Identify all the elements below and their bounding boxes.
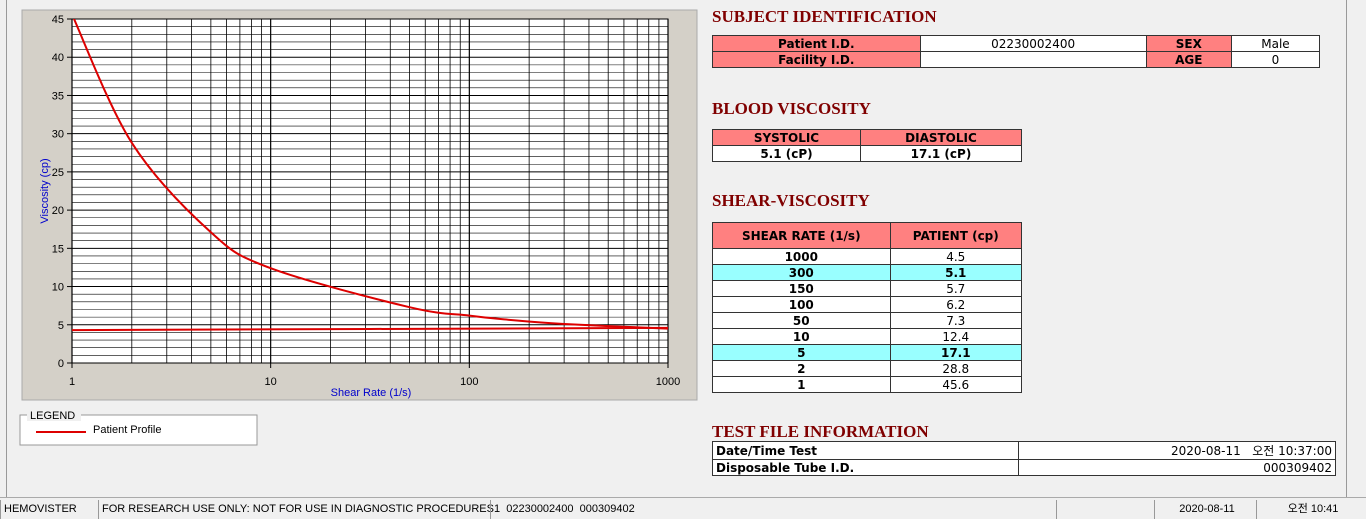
x-tick-label: 10	[265, 376, 277, 388]
table-cell: AGE	[1145, 51, 1232, 68]
y-tick-label: 5	[58, 320, 64, 332]
y-tick-label: 30	[52, 129, 64, 141]
legend-title: LEGEND	[30, 410, 75, 422]
table-cell: 0	[1230, 51, 1321, 68]
y-tick-label: 20	[52, 205, 64, 217]
table-row: 100 6.2	[712, 296, 1023, 313]
section-title: SHEAR-VISCOSITY	[712, 191, 870, 210]
shear-table: SHEAR RATE (1/s) PATIENT (cp) 1000 4.5 300 5.…	[712, 222, 1023, 393]
plot-area	[71, 18, 669, 364]
section-title: SUBJECT IDENTIFICATION	[712, 7, 937, 26]
table-row: Patient I.D. 02230002400 SEX Male	[712, 35, 1321, 52]
table-cell: 5.7	[889, 280, 1023, 297]
table-row: Disposable Tube I.D. 000309402	[712, 459, 1336, 476]
table-row: 10 12.4	[712, 328, 1023, 345]
table-cell: SYSTOLIC	[712, 129, 861, 146]
table-cell: 28.8	[889, 360, 1023, 377]
chart: 0 5 10 15 20 25 30 35 40 45 1 10 100 1000 Shear Rate …	[19, 9, 698, 446]
legend-label: Patient Profile	[93, 424, 161, 436]
table-cell: 000309402	[1018, 459, 1336, 476]
blood-table: SYSTOLIC DIASTOLIC 5.1 (cP) 17.1 (cP)	[712, 129, 1023, 162]
table-cell: Disposable Tube I.D.	[712, 459, 1019, 476]
table-cell: 4.5	[889, 248, 1023, 265]
y-tick-label: 40	[52, 52, 64, 64]
table-cell: 2	[712, 360, 891, 377]
subject-table: Patient I.D. 02230002400 SEX Male Facility I…	[712, 35, 1321, 68]
section-title: TEST FILE INFORMATION	[712, 422, 929, 441]
y-tick-label: 35	[52, 90, 64, 102]
table-cell: SEX	[1145, 35, 1232, 52]
table-cell: Date/Time Test	[712, 441, 1019, 460]
table-cell: 50	[712, 312, 891, 329]
x-tick-label: 1	[69, 376, 75, 388]
y-tick-label: 25	[52, 167, 64, 179]
table-cell: Patient I.D.	[712, 35, 921, 52]
table-cell: PATIENT (cp)	[889, 222, 1023, 249]
table-row: 5.1 (cP) 17.1 (cP)	[712, 145, 1023, 162]
data-line	[72, 19, 668, 330]
status-cell: 2020-08-11	[1154, 500, 1256, 519]
table-row: SYSTOLIC DIASTOLIC	[712, 129, 1023, 146]
status-cell	[1056, 500, 1154, 519]
table-cell: SHEAR RATE (1/s)	[712, 222, 891, 249]
table-row: SHEAR RATE (1/s) PATIENT (cp)	[712, 222, 1023, 249]
side-border	[1346, 0, 1347, 497]
table-cell: 5.1	[889, 264, 1023, 281]
status-cell: HEMOVISTER	[0, 500, 98, 519]
data-line	[72, 326, 668, 332]
table-cell: 17.1	[889, 344, 1023, 361]
table-cell: 5.1 (cP)	[712, 145, 861, 162]
legend-title-bg	[27, 409, 81, 421]
table-row: 150 5.7	[712, 280, 1023, 297]
table-cell: 5	[712, 344, 891, 361]
table-cell: 100	[712, 296, 891, 313]
table-row: 2 28.8	[712, 360, 1023, 377]
y-tick-label: 45	[52, 14, 64, 26]
table-cell: DIASTOLIC	[859, 129, 1023, 146]
y-tick-label: 10	[52, 282, 64, 294]
table-cell: 1000	[712, 248, 891, 265]
table-row: Date/Time Test 2020-08-11 오전 10:37:00	[712, 441, 1336, 460]
table-row: Facility I.D. AGE 0	[712, 51, 1321, 68]
test-table: Date/Time Test 2020-08-11 오전 10:37:00 Disp…	[712, 441, 1336, 476]
x-axis-label: Shear Rate (1/s)	[331, 387, 412, 399]
x-tick-label: 100	[460, 376, 478, 388]
section-title: BLOOD VISCOSITY	[712, 99, 871, 118]
table-cell: 1	[712, 376, 891, 393]
table-row: 5 17.1	[712, 344, 1023, 361]
status-bar: HEMOVISTER FOR RESEARCH USE ONLY: NOT FOR…	[0, 497, 1366, 519]
status-cell: 1 02230002400 000309402	[490, 500, 1056, 519]
table-cell: 7.3	[889, 312, 1023, 329]
status-cell: 오전 10:41	[1256, 500, 1366, 519]
table-row: 1 45.6	[712, 376, 1023, 393]
table-cell: 6.2	[889, 296, 1023, 313]
table-cell: Male	[1230, 35, 1321, 52]
y-axis-label: Viscosity (cp)	[39, 158, 51, 223]
table-cell: 2020-08-11 오전 10:37:00	[1018, 441, 1336, 460]
table-cell	[919, 51, 1147, 68]
status-cell: FOR RESEARCH USE ONLY: NOT FOR USE IN DI…	[98, 500, 494, 519]
table-cell: 17.1 (cP)	[859, 145, 1023, 162]
x-tick-label: 1000	[656, 376, 680, 388]
table-cell: 02230002400	[919, 35, 1147, 52]
table-row: 300 5.1	[712, 264, 1023, 281]
table-row: 50 7.3	[712, 312, 1023, 329]
y-tick-label: 15	[52, 243, 64, 255]
table-cell: 150	[712, 280, 891, 297]
side-border	[0, 0, 7, 497]
table-cell: 12.4	[889, 328, 1023, 345]
table-cell: Facility I.D.	[712, 51, 921, 68]
table-cell: 45.6	[889, 376, 1023, 393]
y-tick-label: 0	[58, 358, 64, 370]
table-row: 1000 4.5	[712, 248, 1023, 265]
table-cell: 10	[712, 328, 891, 345]
table-cell: 300	[712, 264, 891, 281]
